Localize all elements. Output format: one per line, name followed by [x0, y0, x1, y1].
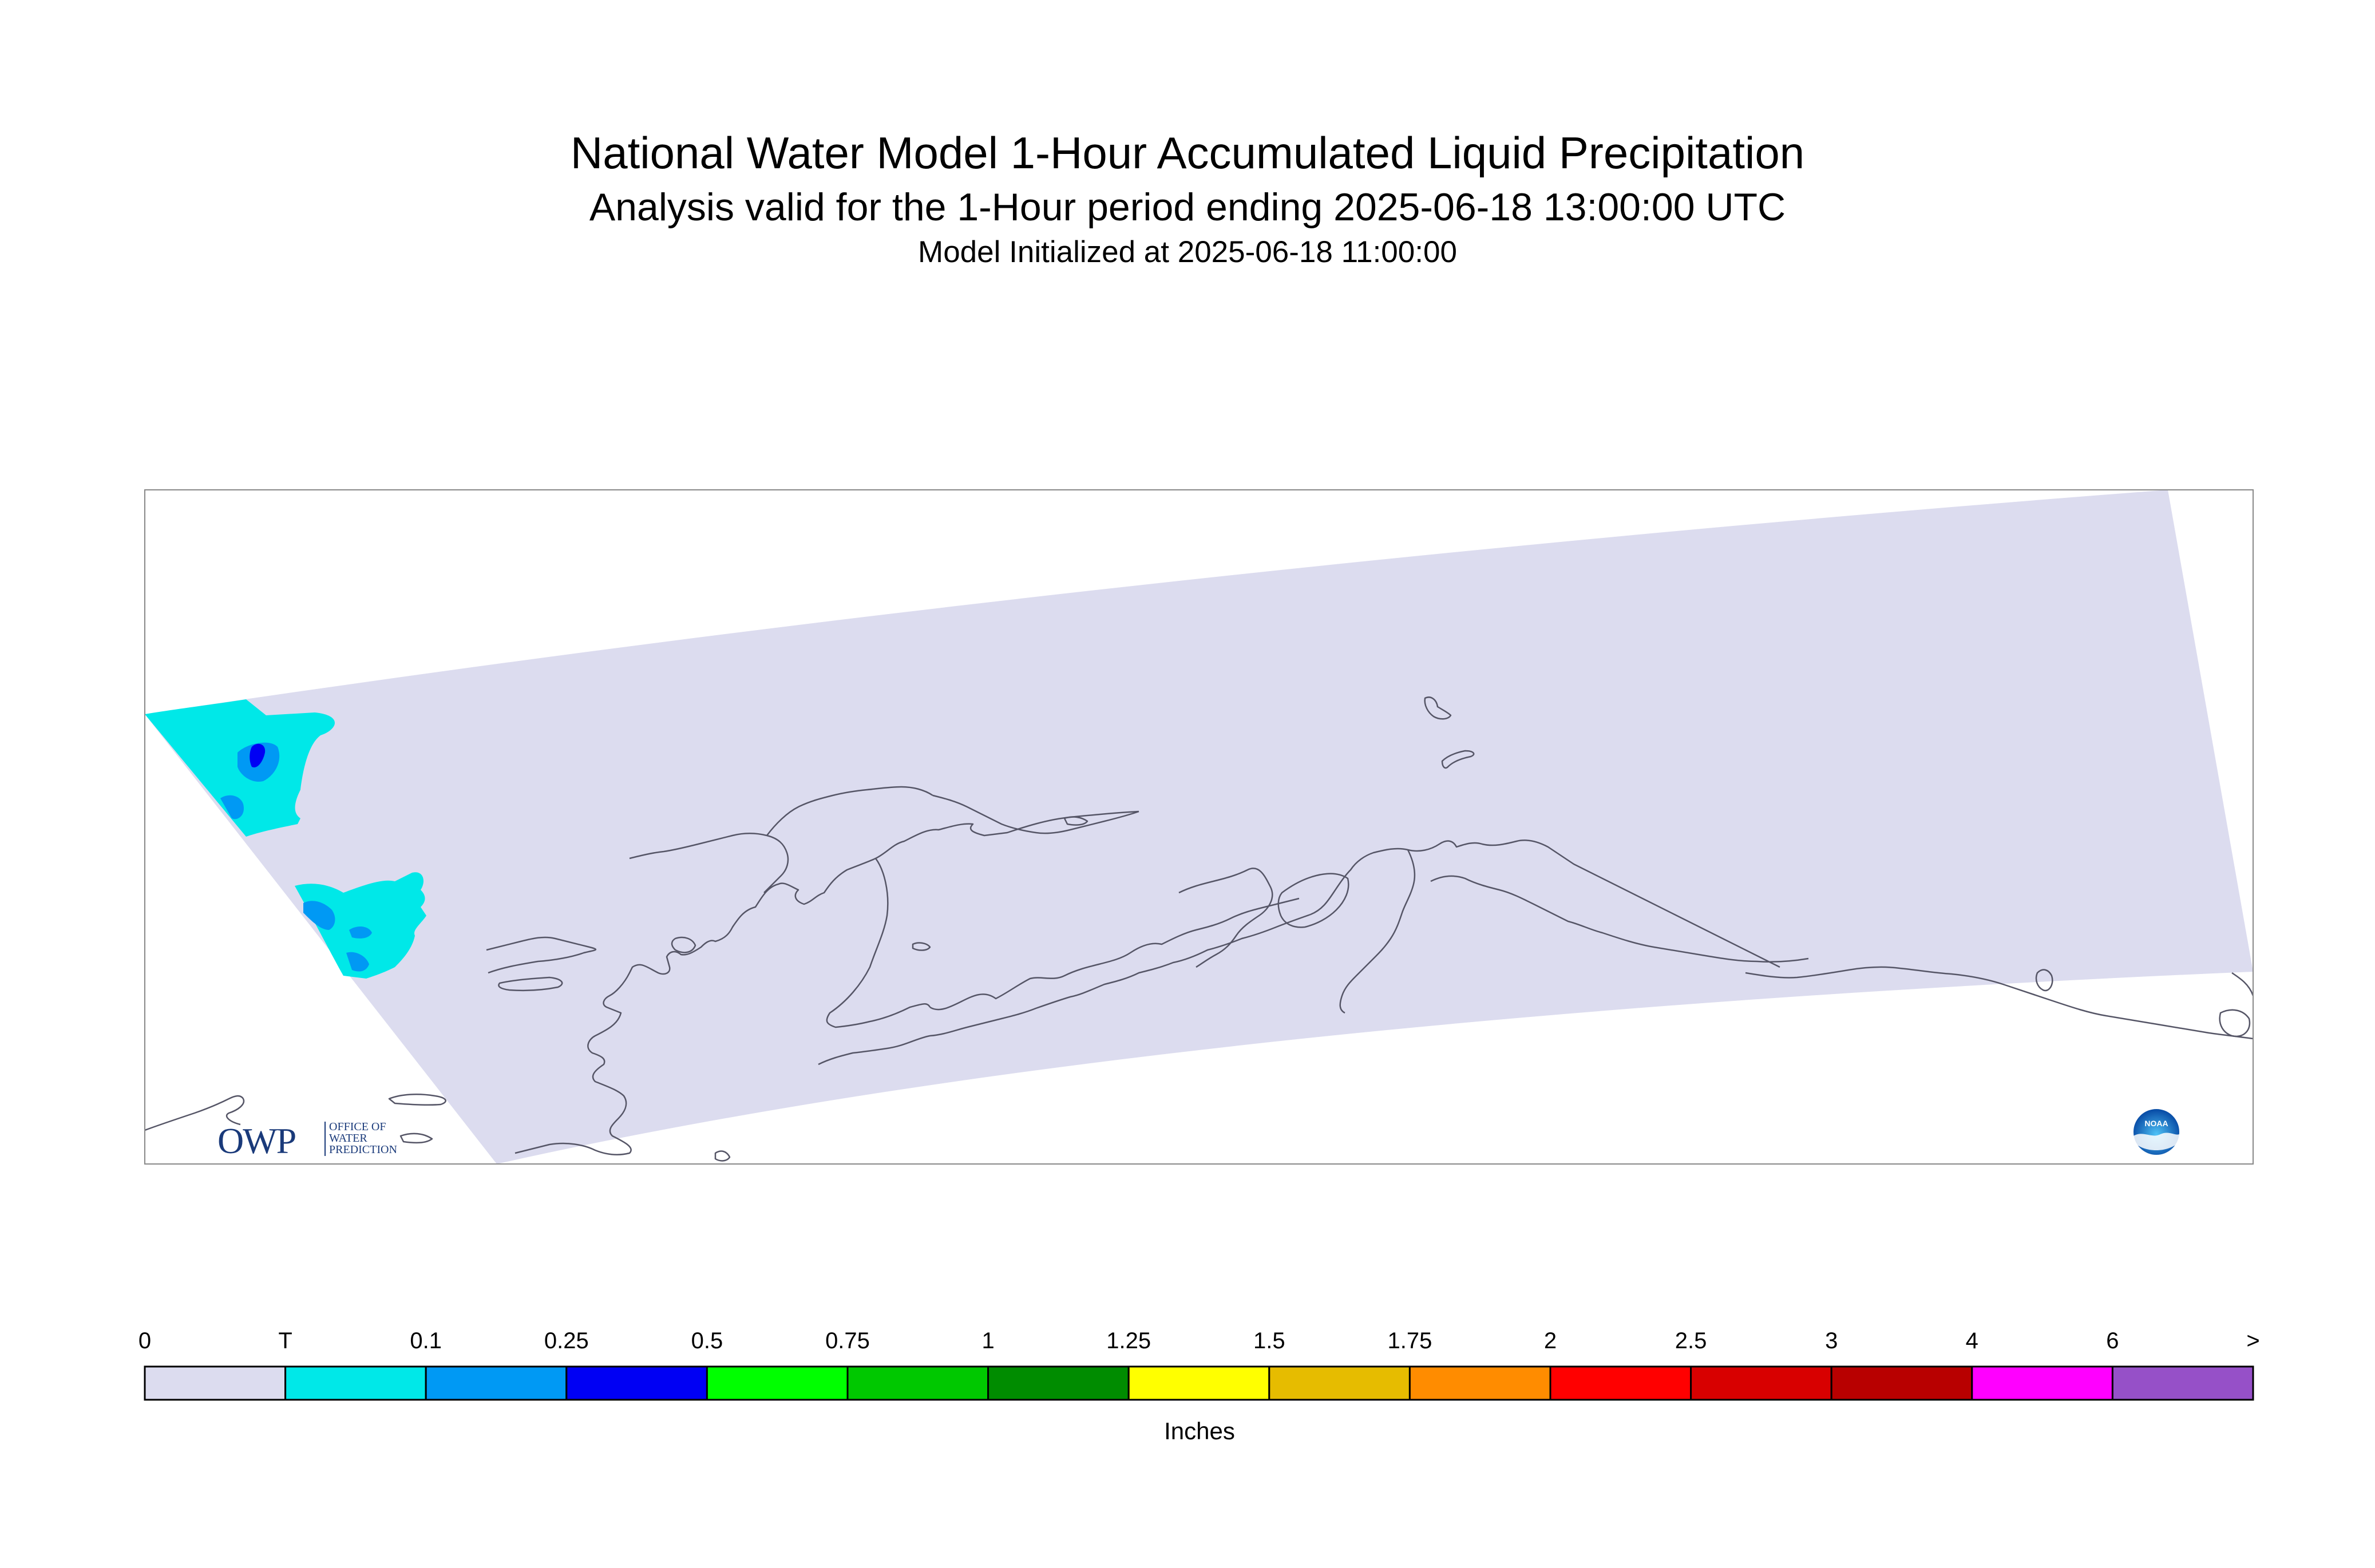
coastline-norton-sound [629, 833, 789, 893]
legend-tick-label-5: 0.75 [825, 1328, 870, 1353]
legend-tick-label-6: 1 [981, 1328, 994, 1353]
precip-light-south-3 [346, 952, 369, 972]
map-frame [144, 489, 2254, 1165]
legend-swatch-7 [1127, 1365, 1270, 1401]
legend-swatch-12 [1830, 1365, 1973, 1401]
noaa-logo-wave [2133, 1133, 2179, 1150]
legend-tick-label-1: T [278, 1328, 292, 1353]
coastline-bristol-bay [826, 858, 931, 1028]
legend-swatch-14 [2111, 1365, 2254, 1401]
coastline-southeast [1745, 966, 2253, 1040]
island-kodiak [1277, 873, 1349, 928]
coastlines [145, 696, 2253, 1162]
legend-tick-label-2: 0.1 [410, 1328, 442, 1353]
coastline-north [486, 936, 597, 974]
coastline-mainland [514, 810, 1139, 1155]
legend-swatch-11 [1690, 1365, 1832, 1401]
noaa-logo-text: NOAA [2144, 1119, 2168, 1128]
island-st-lawrence [498, 976, 563, 991]
legend-tick-label-13: 4 [1966, 1328, 1978, 1353]
legend-tick-label-3: 0.25 [544, 1328, 589, 1353]
coastline-kodiak-region [1178, 868, 1273, 968]
island-nunivak [671, 936, 696, 953]
coastline-se-islands [2035, 969, 2053, 992]
legend-swatch-13 [1971, 1365, 2113, 1401]
coastline-peninsula-south [818, 913, 1311, 1066]
legend-tick-label-8: 1.5 [1253, 1328, 1285, 1353]
precip-area-south [295, 872, 426, 979]
coastline-arctic [932, 794, 1139, 834]
legend-swatch-6 [987, 1365, 1130, 1401]
island-north-3 [1063, 816, 1088, 826]
precip-moderate-north [250, 743, 266, 767]
owp-logo-mark: OWP [217, 1120, 296, 1161]
precip-trace-south [295, 872, 426, 979]
owp-logo-line3: PREDICTION [329, 1143, 397, 1156]
coastline-cook-inlet [1310, 840, 1780, 968]
coastline-alaska-peninsula [929, 897, 1300, 1011]
precip-area-north [145, 699, 335, 837]
legend-swatch-4 [706, 1365, 849, 1401]
coastline-gulf-south [1339, 849, 1416, 1014]
coastline-prince-william [1430, 875, 1809, 963]
map-subtitle: Analysis valid for the 1-Hour period end… [589, 185, 1786, 229]
coastline-se-islands-2 [2219, 1009, 2251, 1038]
legend-tick-label-15: > [2246, 1328, 2259, 1353]
legend-swatch-5 [846, 1365, 989, 1401]
coastline-seward [766, 786, 933, 836]
legend-tick-label-0: 0 [138, 1328, 151, 1353]
color-legend [144, 1365, 2254, 1401]
legend-swatch-2 [425, 1365, 568, 1401]
owp-logo-line2: WATER [329, 1132, 367, 1145]
noaa-logo: NOAA [2131, 1107, 2182, 1157]
island-chukotka [145, 1095, 245, 1131]
island-north-1 [1424, 696, 1452, 720]
color-legend-tick-labels: 0 T 0.1 0.25 0.5 0.75 1 1.25 1.5 1.75 2 2.5 3 4 6 > [138, 1328, 2260, 1353]
island-pribilof [912, 942, 931, 951]
legend-swatch-9 [1408, 1365, 1551, 1401]
precip-light-south [303, 901, 335, 930]
legend-swatch-1 [284, 1365, 427, 1401]
legend-tick-label-4: 0.5 [691, 1328, 723, 1353]
precip-light-south-2 [349, 926, 372, 939]
map-title: National Water Model 1-Hour Accumulated … [570, 128, 1805, 178]
legend-swatch-3 [565, 1365, 708, 1401]
island-bottom [714, 1150, 731, 1162]
legend-tick-label-9: 1.75 [1387, 1328, 1432, 1353]
legend-unit-label: Inches [1164, 1417, 1235, 1444]
island-north-2 [1441, 750, 1475, 769]
legend-tick-label-12: 3 [1825, 1328, 1838, 1353]
model-domain [145, 490, 2253, 1164]
legend-tick-label-10: 2 [1544, 1328, 1557, 1353]
island-sw-2 [399, 1133, 433, 1144]
legend-swatch-0 [144, 1365, 287, 1401]
legend-tick-label-11: 2.5 [1675, 1328, 1707, 1353]
legend-tick-label-14: 6 [2106, 1328, 2119, 1353]
legend-swatch-8 [1268, 1365, 1411, 1401]
owp-logo-line1: OFFICE OF [329, 1120, 386, 1133]
legend-swatch-10 [1549, 1365, 1692, 1401]
owp-logo: OWP OFFICE OF WATER PREDICTION [217, 1120, 397, 1161]
coastline-se-east [2231, 972, 2253, 996]
precip-light-north-2 [220, 795, 244, 819]
island-sw-1 [388, 1094, 446, 1106]
map-panel: OWP OFFICE OF WATER PREDICTION NOAA [145, 490, 2253, 1164]
legend-tick-label-7: 1.25 [1106, 1328, 1151, 1353]
model-init-time: Model Initialized at 2025-06-18 11:00:00 [918, 235, 1457, 269]
